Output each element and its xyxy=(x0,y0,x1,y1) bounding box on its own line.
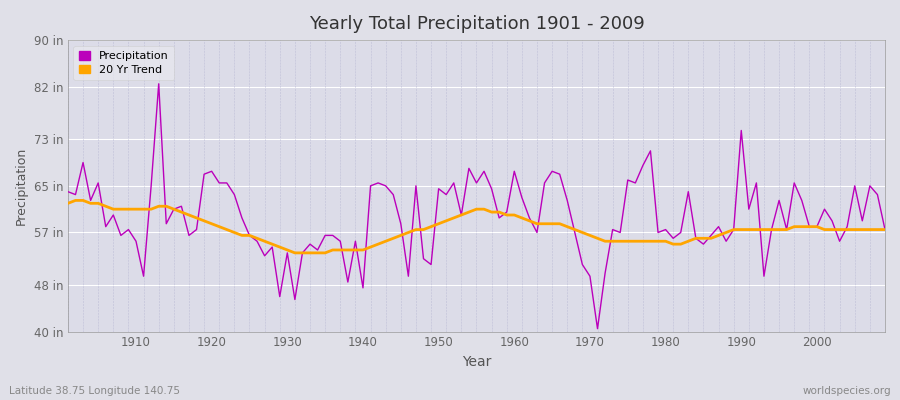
X-axis label: Year: Year xyxy=(462,355,491,369)
Y-axis label: Precipitation: Precipitation xyxy=(15,147,28,225)
Text: Latitude 38.75 Longitude 140.75: Latitude 38.75 Longitude 140.75 xyxy=(9,386,180,396)
Title: Yearly Total Precipitation 1901 - 2009: Yearly Total Precipitation 1901 - 2009 xyxy=(309,15,644,33)
Text: worldspecies.org: worldspecies.org xyxy=(803,386,891,396)
Legend: Precipitation, 20 Yr Trend: Precipitation, 20 Yr Trend xyxy=(74,46,175,80)
